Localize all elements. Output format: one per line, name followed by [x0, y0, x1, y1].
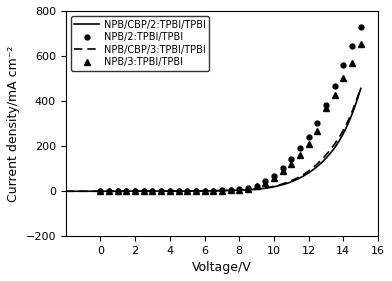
X-axis label: Voltage/V: Voltage/V	[192, 261, 252, 274]
Legend: NPB/CBP/2:TPBI/TPBI, NPB/2:TPBI/TPBI, NPB/CBP/3:TPBI/TPBI, NPB/3:TPBI/TPBI: NPB/CBP/2:TPBI/TPBI, NPB/2:TPBI/TPBI, NP…	[71, 16, 209, 71]
Y-axis label: Current density/mA cm⁻²: Current density/mA cm⁻²	[7, 45, 20, 201]
